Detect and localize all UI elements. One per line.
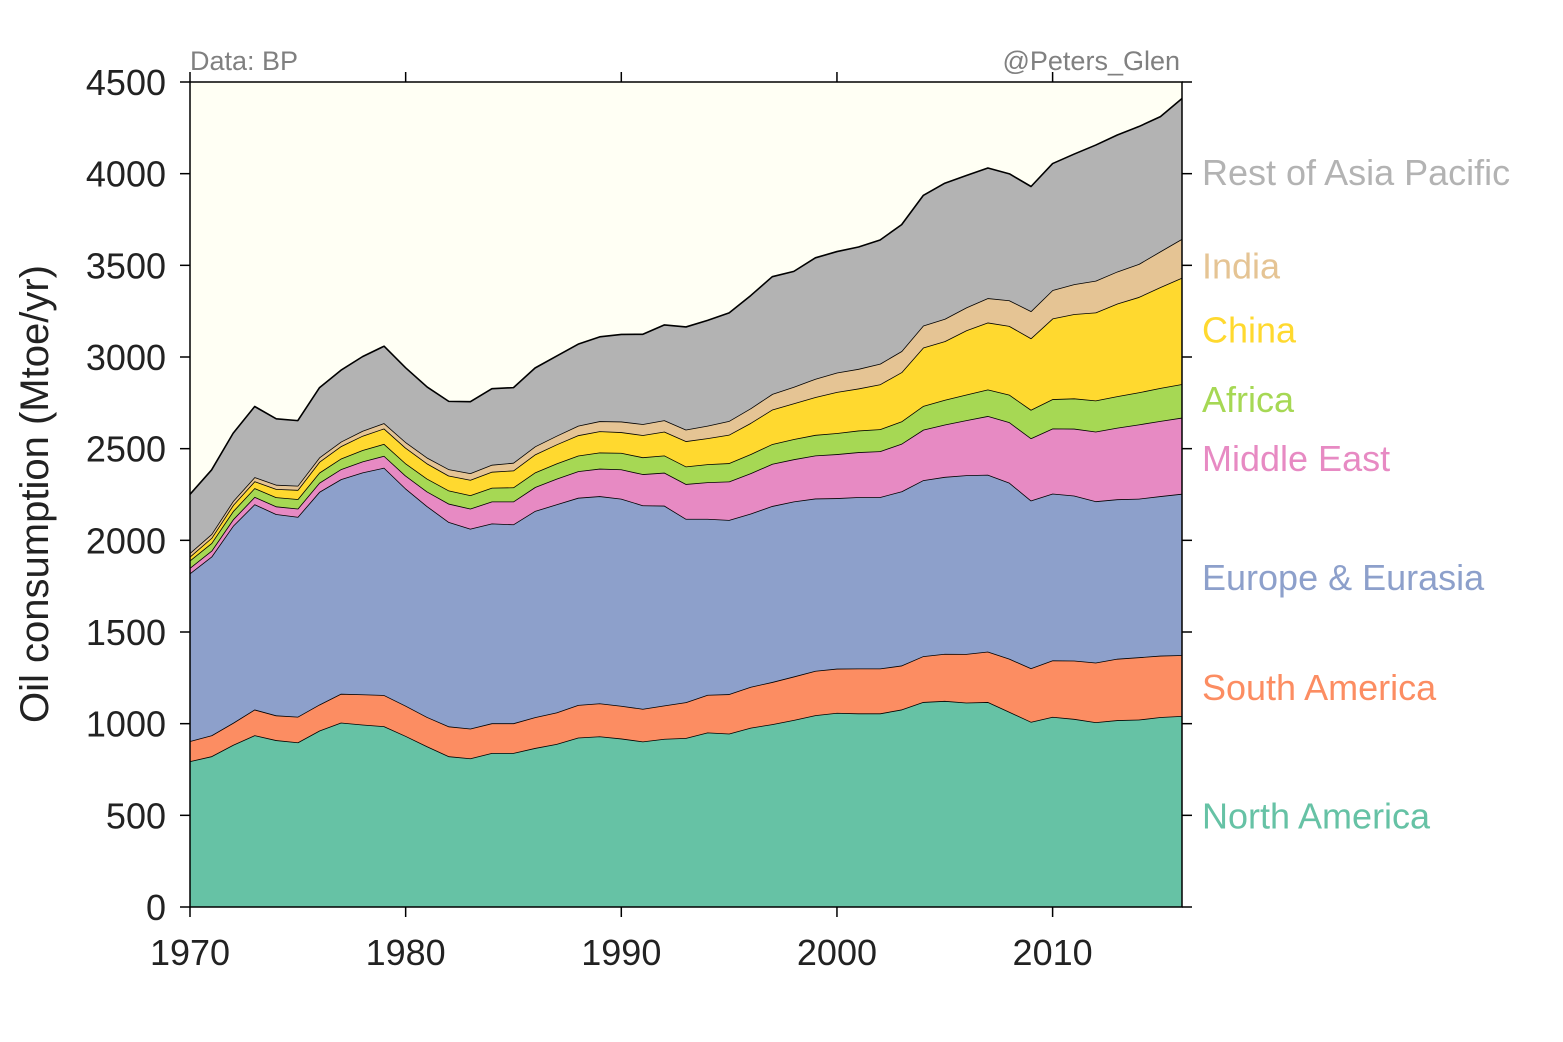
x-tick-label: 1970 [150, 932, 230, 973]
stacked-areas [189, 97, 1183, 907]
series-label-rest-of-asia-pacific: Rest of Asia Pacific [1202, 152, 1510, 193]
area-china [190, 277, 1182, 561]
area-south-america [190, 651, 1182, 762]
axis-ticks [180, 72, 1192, 917]
y-tick-label: 1000 [86, 704, 166, 745]
series-label-north-america: North America [1202, 795, 1431, 836]
series-label-middle-east: Middle East [1202, 438, 1390, 479]
x-tick-label: 1990 [581, 932, 661, 973]
tick-labels: 1970 1980 1990 2000 2010 0 500 1000 1500 2000 2500… [86, 62, 1093, 973]
x-tick-label: 2010 [1013, 932, 1093, 973]
y-tick-label: 2000 [86, 520, 166, 561]
plot-frame [189, 81, 1183, 908]
y-tick-label: 500 [106, 795, 166, 836]
y-tick-label: 3500 [86, 245, 166, 286]
x-tick-label: 2000 [797, 932, 877, 973]
y-axis-title: Oil consumption (Mtoe/yr) [13, 265, 57, 723]
y-tick-label: 4000 [86, 154, 166, 195]
series-label-india: India [1202, 245, 1281, 286]
area-europe-and-eurasia [190, 467, 1182, 742]
series-labels: North America South America Europe & Euras… [1202, 152, 1510, 836]
area-north-america [190, 700, 1182, 907]
series-label-china: China [1202, 310, 1297, 351]
author-note: @Peters_Glen [1003, 46, 1181, 76]
x-tick-label: 1980 [366, 932, 446, 973]
boundary-rest-of-asia-pacific [189, 97, 1183, 495]
y-tick-label: 3000 [86, 337, 166, 378]
series-label-europe-and-eurasia: Europe & Eurasia [1202, 557, 1485, 598]
y-tick-label: 0 [146, 887, 166, 928]
series-label-africa: Africa [1202, 379, 1295, 420]
series-label-south-america: South America [1202, 667, 1437, 708]
area-middle-east [190, 416, 1182, 574]
y-tick-label: 2500 [86, 429, 166, 470]
area-rest-of-asia-pacific [190, 98, 1182, 553]
y-tick-label: 4500 [86, 62, 166, 103]
y-tick-label: 1500 [86, 612, 166, 653]
area-africa [190, 384, 1182, 568]
source-note: Data: BP [190, 46, 298, 76]
